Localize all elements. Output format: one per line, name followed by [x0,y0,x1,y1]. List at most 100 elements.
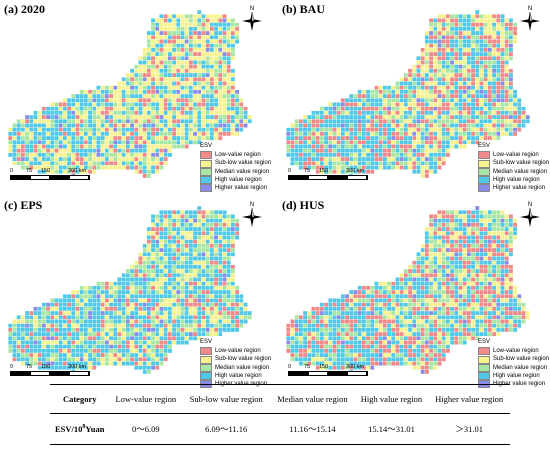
grid-cell [188,30,194,36]
grid-cell [508,119,514,124]
grid-cell [386,135,392,141]
grid-cell [222,119,227,124]
grid-cell [213,60,219,65]
grid-cell [349,331,354,337]
grid-cell [487,210,493,215]
grid-cell [247,119,252,124]
grid-cell [171,110,177,116]
grid-cell [96,114,101,120]
grid-cell [230,273,236,278]
grid-cell [458,231,463,236]
grid-cell [83,285,89,291]
grid-cell [163,98,168,103]
grid-cell [87,302,93,307]
grid-cell [87,327,93,333]
grid-cell [66,114,72,120]
grid-cell [159,294,164,299]
grid-cell [500,214,505,219]
grid-cell [222,30,227,36]
grid-cell [192,214,198,219]
map-grid [286,9,530,179]
grid-cell [218,85,223,90]
grid-cell [243,319,248,324]
grid-cell [213,235,219,240]
grid-cell [424,239,430,244]
grid-cell [391,331,396,337]
grid-cell [386,131,392,137]
grid-cell [428,72,434,78]
grid-cell [445,51,451,57]
grid-cell [54,344,59,349]
grid-cell [230,51,236,57]
grid-cell [83,156,89,162]
grid-cell [209,39,215,44]
grid-cell [155,127,160,132]
grid-cell [167,252,173,257]
grid-cell [50,327,55,333]
grid-cell [230,127,236,132]
grid-cell [479,319,484,324]
grid-cell [125,140,131,145]
grid-cell [491,210,497,215]
grid-cell [420,156,425,162]
grid-cell [234,235,240,240]
grid-cell [344,315,350,320]
grid-cell [222,60,227,65]
grid-cell [75,289,80,295]
grid-cell [500,26,505,32]
grid-cell [159,264,164,270]
grid-cell [159,235,164,240]
grid-cell [445,285,451,291]
grid-cell [462,35,467,40]
grid-cell [466,281,472,286]
grid-cell [180,14,185,19]
grid-cell [365,123,371,128]
grid-cell [454,85,459,90]
grid-cell [113,165,118,170]
grid-cell [16,357,21,362]
grid-cell [125,298,131,303]
grid-cell [167,331,173,337]
grid-cell [349,110,354,116]
grid-cell [475,9,480,15]
grid-cell [100,298,105,303]
grid-cell [437,277,442,282]
grid-cell [433,123,438,128]
scale-label: 75 [304,168,311,174]
grid-cell [487,298,493,303]
grid-cell [83,310,89,316]
grid-cell [319,144,325,149]
map-panel-b: (b) BAU N ESV Low-value region Sub-low val… [278,0,550,193]
grid-cell [167,140,173,145]
grid-cell [466,18,472,23]
grid-cell [159,98,164,103]
grid-cell [449,210,455,215]
grid-cell [454,43,459,48]
grid-cell [209,256,215,261]
grid-cell [525,114,530,120]
grid-cell [361,135,367,141]
grid-cell [307,310,312,316]
grid-cell [479,26,484,32]
grid-cell [466,210,472,215]
grid-cell [344,294,350,299]
grid-cell [184,273,189,278]
grid-cell [104,344,110,349]
grid-cell [62,144,68,149]
grid-cell [222,226,227,232]
grid-cell [365,294,371,299]
grid-cell [374,161,379,166]
grid-cell [125,361,131,366]
grid-cell [222,294,227,299]
grid-cell [328,119,333,124]
grid-cell [462,273,467,278]
grid-cell [96,98,101,103]
grid-cell [243,302,248,307]
grid-cell [100,131,105,137]
grid-cell [155,340,160,345]
grid-cell [218,30,223,36]
grid-cell [445,144,451,149]
grid-cell [163,89,168,95]
grid-cell [197,102,202,107]
grid-cell [449,81,455,86]
